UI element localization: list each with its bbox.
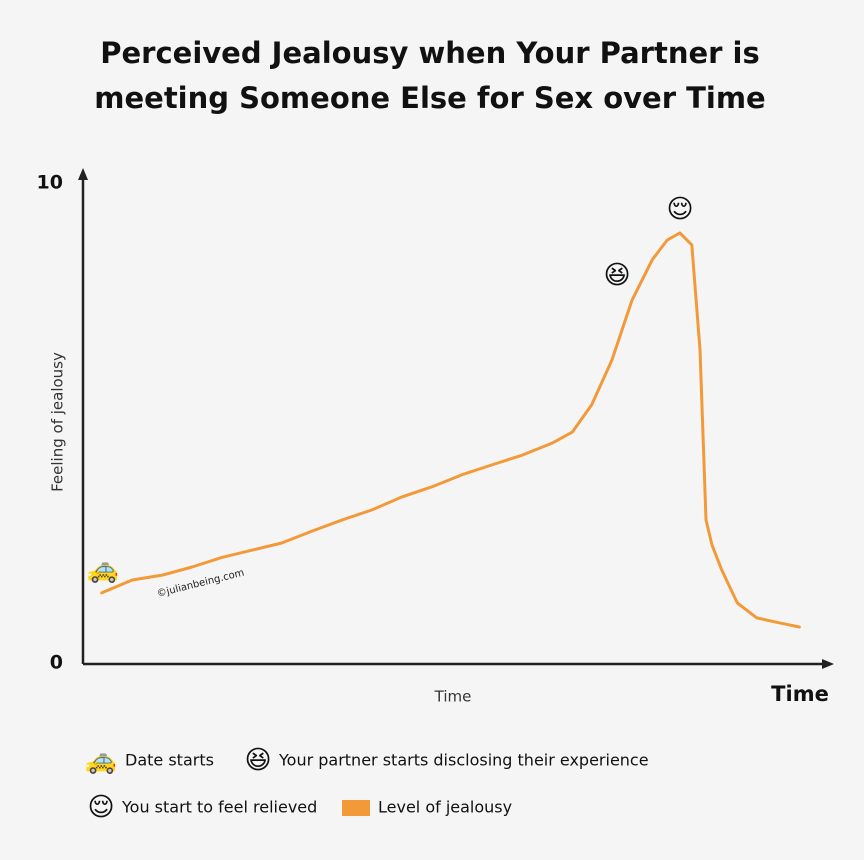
y-tick-label: 10 bbox=[37, 172, 63, 194]
chart-title: Perceived Jealousy when Your Partner is bbox=[100, 36, 760, 70]
legend-label: Your partner starts disclosing their exp… bbox=[278, 751, 649, 770]
legend-icon: 😆 bbox=[244, 746, 271, 776]
legend-label: Date starts bbox=[125, 751, 214, 770]
legend-icon: 🚕 bbox=[85, 746, 117, 776]
y-axis-label: Feeling of jealousy bbox=[49, 352, 67, 492]
chart-title: meeting Someone Else for Sex over Time bbox=[94, 81, 765, 115]
annotation-icon: 🚕 bbox=[87, 555, 119, 585]
y-tick-label: 0 bbox=[50, 652, 63, 674]
x-axis-label: Time bbox=[434, 688, 472, 706]
legend-icon: 😌 bbox=[87, 793, 114, 823]
x-axis-end-label: Time bbox=[771, 682, 829, 706]
annotation-icon: 😌 bbox=[666, 195, 693, 225]
legend-label: Level of jealousy bbox=[378, 798, 512, 817]
legend-label: You start to feel relieved bbox=[121, 798, 317, 817]
data-line bbox=[100, 231, 801, 629]
annotation-icon: 😆 bbox=[603, 261, 630, 291]
x-axis-arrow bbox=[822, 659, 834, 669]
legend-swatch bbox=[342, 800, 370, 816]
y-axis-arrow bbox=[78, 168, 88, 180]
